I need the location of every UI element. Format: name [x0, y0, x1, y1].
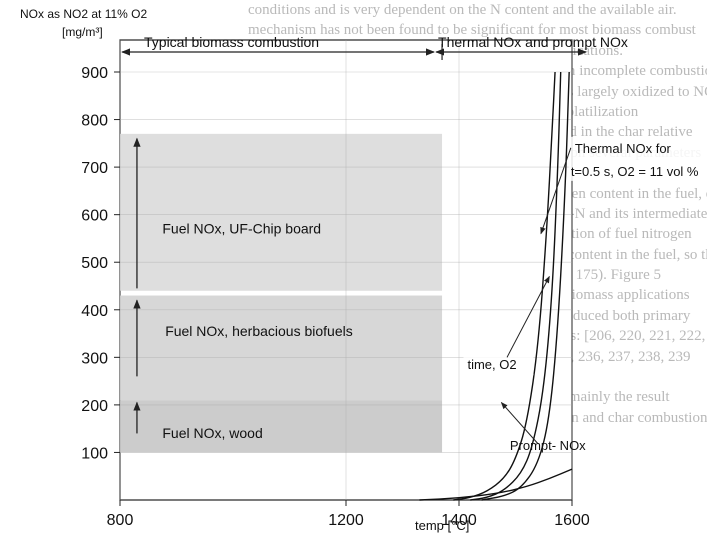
annotation-herbacious: Fuel NOx, herbacious biofuels	[165, 323, 353, 339]
y-axis-unit: [mg/m³]	[62, 25, 103, 39]
annotation-time-o2: time, O2	[467, 357, 516, 372]
annotation-thermal: Thermal NOx for	[575, 141, 672, 156]
y-axis-label: NOx as NO2 at 11% O2	[20, 7, 147, 21]
y-tick-label: 300	[81, 350, 108, 367]
series-line-1	[470, 71, 562, 501]
y-tick-label: 500	[81, 255, 108, 272]
y-tick-label: 900	[81, 65, 108, 82]
annotation-prompt: Prompt- NOx	[510, 438, 586, 453]
prompt-arrow	[500, 401, 539, 445]
x-axis-label: temp [°C]	[415, 518, 469, 533]
band-2	[120, 133, 443, 291]
annotation-ufchip: Fuel NOx, UF-Chip board	[162, 221, 321, 237]
thermal-pointer	[540, 147, 572, 235]
background-text-line: conditions and is very dependent on the …	[248, 2, 677, 18]
annotation-thermal-cond: t=0.5 s, O2 = 11 vol %	[571, 164, 699, 179]
y-tick-label: 200	[81, 398, 108, 415]
x-tick-label: 1600	[554, 512, 590, 529]
band-1	[120, 295, 443, 401]
y-tick-label: 400	[81, 303, 108, 320]
y-tick-label: 100	[81, 445, 108, 462]
series-line-3	[419, 468, 573, 501]
band-0	[120, 400, 443, 453]
time-label-bg	[463, 355, 534, 376]
y-tick-label: 800	[81, 113, 108, 130]
annotation-wood: Fuel NOx, wood	[162, 425, 262, 441]
x-tick-label: 800	[107, 512, 134, 529]
background-text-line: mechanism has not been found to be signi…	[248, 22, 696, 39]
x-tick-label: 1400	[441, 512, 477, 529]
x-tick-label: 1200	[328, 512, 364, 529]
region-label-biomass: Typical biomass combustion	[144, 34, 319, 50]
y-tick-label: 700	[81, 160, 108, 177]
y-tick-label: 600	[81, 208, 108, 225]
series-line-2	[481, 71, 570, 501]
thermal-label-bg	[568, 136, 707, 181]
region-label-thermal: Thermal NOx and prompt NOx	[438, 34, 628, 50]
time-arrow	[506, 275, 550, 358]
